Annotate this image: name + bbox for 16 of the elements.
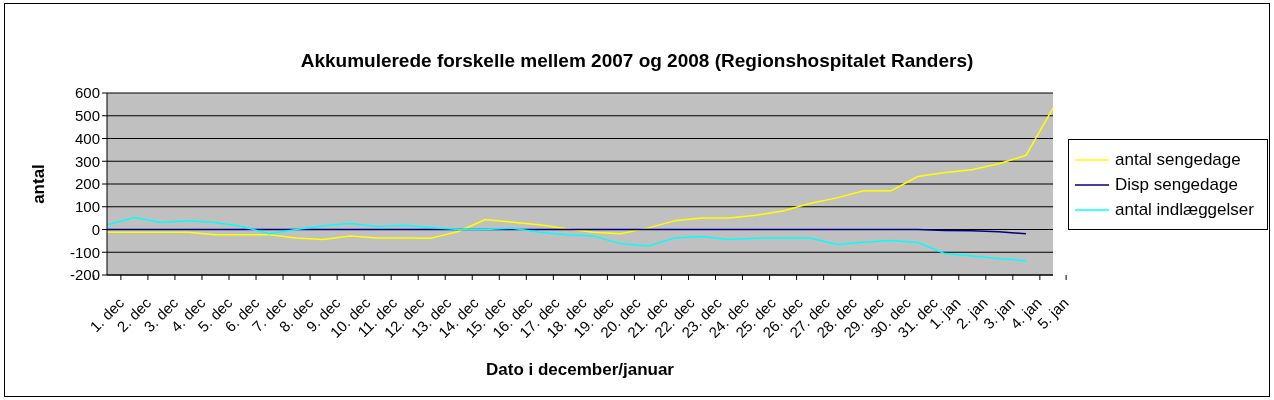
chart-title: Akkumulerede forskelle mellem 2007 og 2008 (Regionshospitalet Randers): [299, 50, 975, 72]
y-tick-label: 500: [74, 107, 100, 125]
y-tick-label: 100: [74, 198, 100, 216]
y-tick-label: 600: [74, 84, 100, 102]
y-axis-title: antal: [28, 164, 48, 204]
y-tick-label: -200: [69, 266, 100, 284]
y-tick-label: 0: [91, 220, 100, 238]
legend-label: antal sengedage: [1115, 149, 1241, 170]
legend-label: Disp sengedage: [1115, 174, 1238, 195]
legend-label: antal indlæggelser: [1115, 199, 1254, 220]
line-series: [106, 216, 1027, 262]
y-tick-label: 200: [74, 175, 100, 193]
y-tick-label: 400: [74, 129, 100, 147]
y-tick-label: 300: [74, 152, 100, 170]
x-axis-title: Dato i december/januar: [485, 360, 675, 379]
y-tick-label: -100: [69, 243, 100, 261]
